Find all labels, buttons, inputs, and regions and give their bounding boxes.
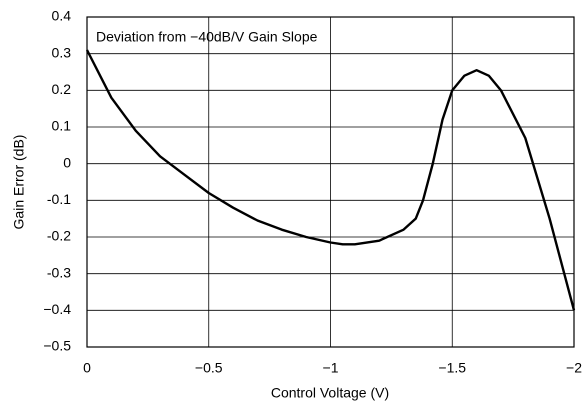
annotation: Deviation from −40dB/V Gain Slope bbox=[96, 29, 318, 45]
y-tick-label: 0.1 bbox=[52, 118, 72, 134]
y-tick-label: -0.3 bbox=[47, 264, 71, 280]
y-tick-label: 0.4 bbox=[52, 8, 72, 24]
y-tick-label: −0.5 bbox=[43, 338, 71, 354]
y-axis-label: Gain Error (dB) bbox=[11, 135, 27, 230]
data-line bbox=[85, 49, 576, 311]
plot-frame bbox=[86, 16, 575, 348]
y-tick-label: -0.2 bbox=[47, 228, 71, 244]
x-tick-label: −2 bbox=[566, 360, 582, 376]
x-tick-label: −1.5 bbox=[438, 360, 466, 376]
x-tick-label: 0 bbox=[83, 360, 91, 376]
y-tick-label: 0.2 bbox=[52, 81, 72, 97]
x-axis-label: Control Voltage (V) bbox=[271, 385, 389, 401]
y-tick-label: −0.4 bbox=[43, 301, 71, 317]
y-tick-label: -0.1 bbox=[47, 191, 71, 207]
y-tick-label: 0 bbox=[63, 154, 71, 170]
x-tick-label: −1 bbox=[323, 360, 339, 376]
x-tick-label: −0.5 bbox=[195, 360, 223, 376]
y-tick-label: 0.3 bbox=[52, 44, 72, 60]
